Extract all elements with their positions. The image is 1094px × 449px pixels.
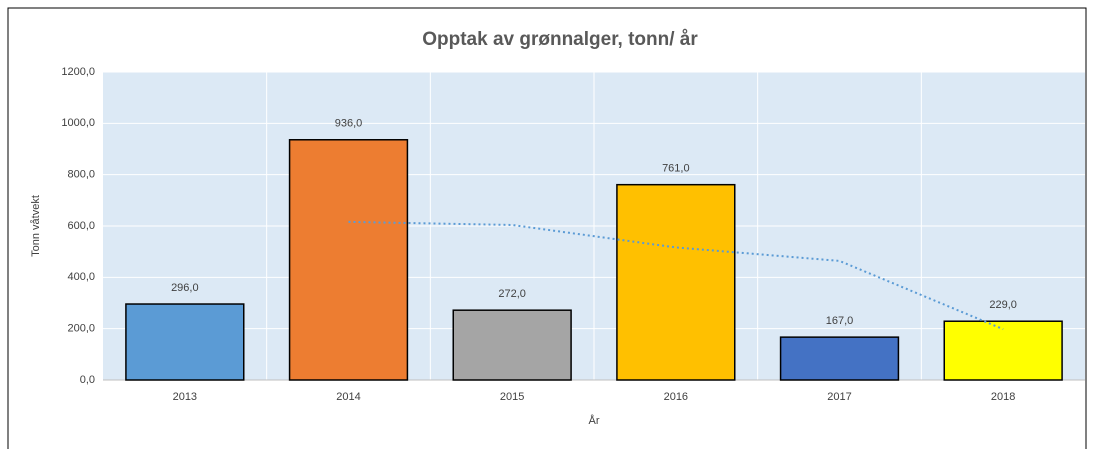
y-tick-label: 1000,0	[61, 117, 95, 129]
y-tick-label: 1200,0	[61, 66, 95, 78]
x-tick-label: 2015	[500, 391, 524, 403]
x-tick-label: 2014	[336, 391, 360, 403]
x-tick-label: 2016	[664, 391, 688, 403]
bar	[288, 139, 409, 381]
x-tick-label: 2017	[827, 391, 851, 403]
x-axis-label: År	[589, 414, 600, 427]
y-tick-label: 200,0	[67, 323, 95, 335]
x-tick-label: 2018	[991, 391, 1015, 403]
bar	[943, 320, 1063, 381]
chart-title: Opptak av grønnalger, tonn/ år	[422, 29, 698, 50]
value-label: 229,0	[989, 299, 1017, 311]
bar	[125, 303, 245, 381]
value-label: 167,0	[826, 315, 854, 327]
value-label: 761,0	[662, 163, 690, 175]
value-label: 272,0	[498, 288, 526, 300]
x-tick-label: 2013	[173, 391, 197, 403]
value-label: 936,0	[335, 118, 363, 130]
bar	[779, 336, 900, 381]
y-tick-label: 0,0	[80, 374, 95, 386]
y-tick-label: 400,0	[67, 271, 95, 283]
y-axis-label: Tonn våtvekt	[30, 195, 42, 257]
bar	[616, 183, 736, 381]
value-label: 296,0	[171, 282, 199, 294]
bar	[452, 309, 572, 381]
y-tick-label: 600,0	[67, 220, 95, 232]
y-tick-label: 800,0	[67, 169, 95, 181]
